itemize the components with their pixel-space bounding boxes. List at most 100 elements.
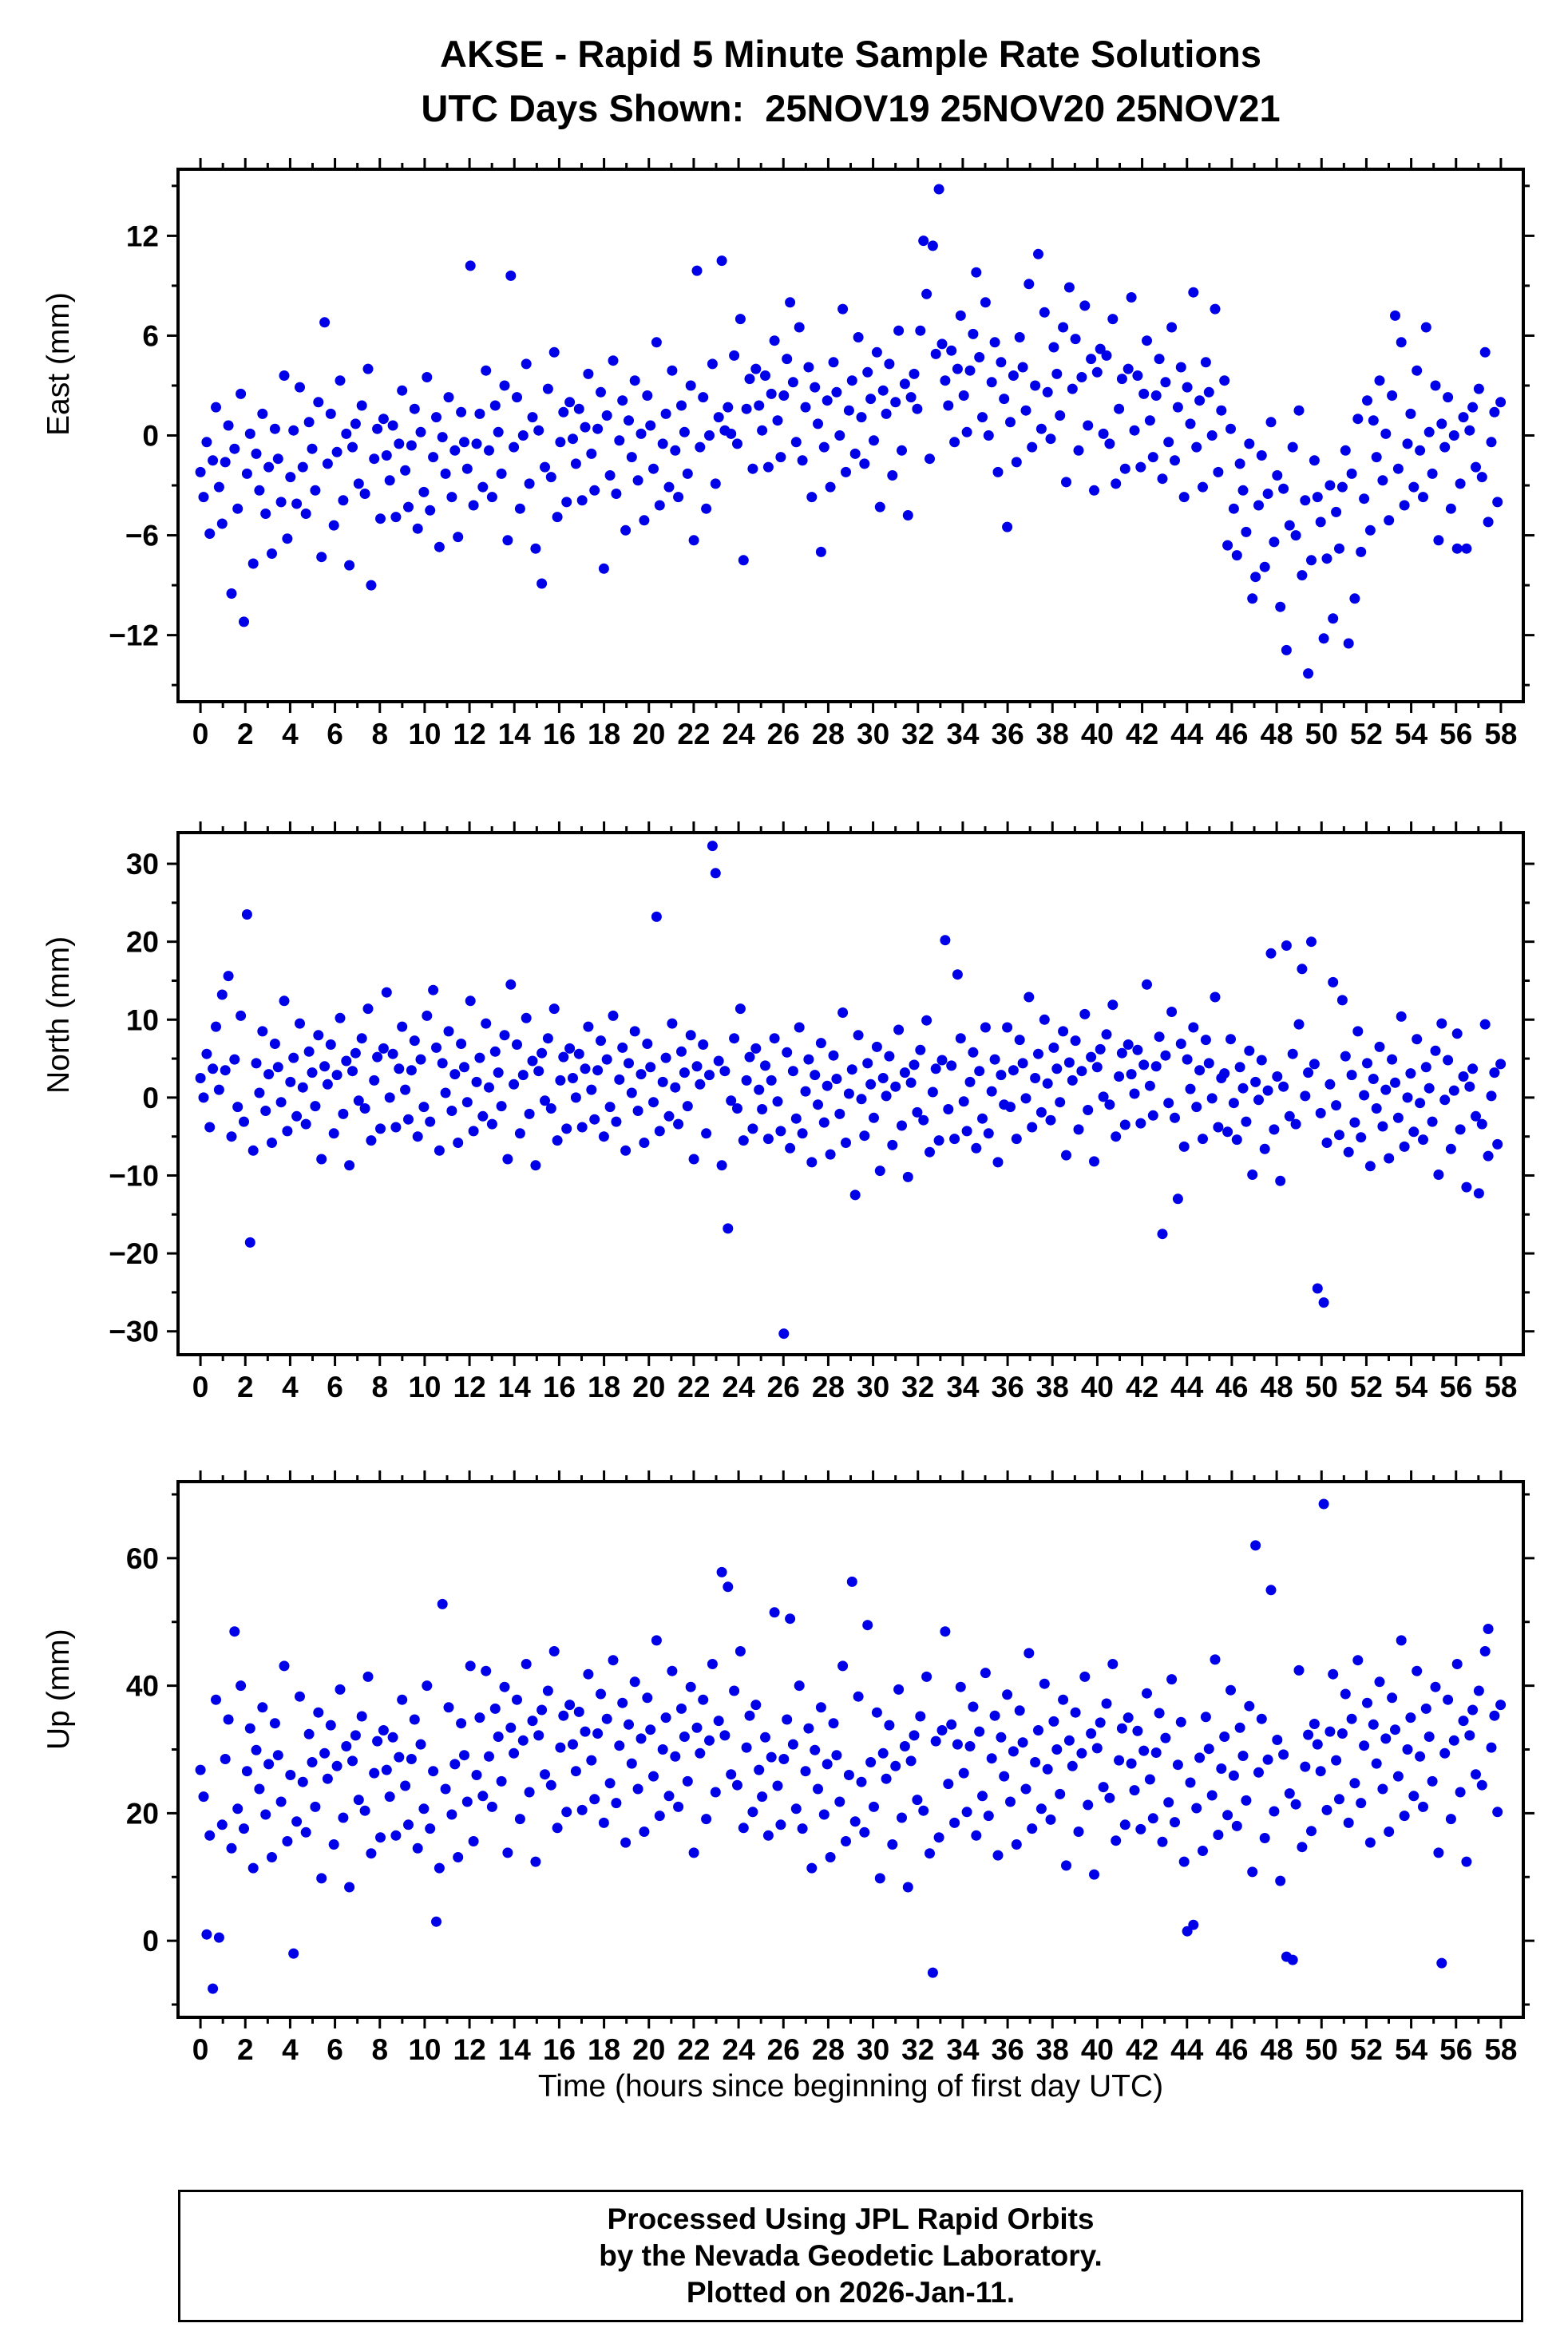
svg-text:58: 58 (1484, 2033, 1517, 2066)
svg-text:36: 36 (992, 2033, 1024, 2066)
svg-text:36: 36 (992, 1371, 1024, 1403)
svg-text:24: 24 (723, 718, 756, 750)
svg-text:26: 26 (767, 1371, 800, 1403)
svg-text:4: 4 (282, 2033, 299, 2066)
svg-text:20: 20 (632, 1371, 665, 1403)
svg-text:30: 30 (126, 848, 159, 881)
svg-text:18: 18 (588, 718, 620, 750)
svg-text:42: 42 (1126, 1371, 1158, 1403)
north-chart: 0 2 4 6 8 10 12 14 16 18 20 22 24 26 28 30 32 34 36 38 40 42 4… (109, 821, 1534, 1403)
svg-text:8: 8 (371, 2033, 388, 2066)
svg-text:48: 48 (1261, 1371, 1293, 1403)
page-subtitle: UTC Days Shown: 25NOV19 25NOV20 25NOV21 (421, 87, 1281, 129)
svg-text:40: 40 (126, 1670, 159, 1703)
svg-text:40: 40 (1081, 718, 1114, 750)
svg-text:38: 38 (1036, 718, 1069, 750)
svg-text:60: 60 (126, 1542, 159, 1575)
svg-text:18: 18 (588, 1371, 620, 1403)
svg-text:44: 44 (1170, 718, 1204, 750)
svg-text:34: 34 (946, 2033, 980, 2066)
svg-text:6: 6 (327, 718, 343, 750)
svg-text:6: 6 (142, 319, 159, 352)
x-axis-label: Time (hours since beginning of first day… (537, 2069, 1164, 2104)
svg-text:10: 10 (408, 718, 441, 750)
svg-text:36: 36 (992, 718, 1024, 750)
svg-text:38: 38 (1036, 1371, 1069, 1403)
svg-text:4: 4 (282, 1371, 299, 1403)
svg-text:40: 40 (1081, 1371, 1114, 1403)
svg-text:0: 0 (192, 718, 209, 750)
svg-text:0: 0 (142, 1082, 159, 1114)
svg-text:20: 20 (632, 718, 665, 750)
svg-text:−30: −30 (109, 1316, 159, 1348)
svg-text:34: 34 (946, 718, 980, 750)
svg-text:2: 2 (237, 1371, 254, 1403)
svg-text:38: 38 (1036, 2033, 1069, 2066)
svg-text:32: 32 (901, 718, 934, 750)
up-points (195, 1498, 1507, 1994)
svg-text:46: 46 (1215, 718, 1248, 750)
svg-text:20: 20 (126, 926, 159, 959)
svg-text:12: 12 (126, 220, 159, 252)
svg-text:32: 32 (901, 1371, 934, 1403)
svg-text:0: 0 (192, 2033, 209, 2066)
svg-text:32: 32 (901, 2033, 934, 2066)
svg-text:52: 52 (1350, 718, 1383, 750)
svg-text:30: 30 (857, 1371, 889, 1403)
svg-text:10: 10 (126, 1003, 159, 1036)
svg-text:56: 56 (1439, 718, 1472, 750)
north-points (195, 841, 1507, 1340)
svg-text:22: 22 (677, 2033, 710, 2066)
svg-text:24: 24 (723, 1371, 756, 1403)
svg-text:2: 2 (237, 2033, 254, 2066)
svg-text:18: 18 (588, 2033, 620, 2066)
east-points (195, 184, 1507, 679)
svg-text:28: 28 (812, 1371, 845, 1403)
svg-text:−6: −6 (125, 520, 159, 552)
up-chart: 0 2 4 6 8 10 12 14 16 18 20 22 24 26 28 30 32 34 36 38 40 42 4… (126, 1470, 1534, 2066)
svg-text:50: 50 (1305, 2033, 1338, 2066)
svg-text:54: 54 (1395, 718, 1428, 750)
east-chart: 0 2 4 6 8 10 12 14 16 18 20 22 24 26 28 30 32 34 36 38 40 42 4… (109, 158, 1534, 750)
svg-text:−20: −20 (109, 1237, 159, 1270)
svg-text:16: 16 (543, 1371, 576, 1403)
footer-line-1: Processed Using JPL Rapid Orbits (607, 2202, 1095, 2235)
svg-text:42: 42 (1126, 718, 1158, 750)
svg-text:2: 2 (237, 718, 254, 750)
svg-text:48: 48 (1261, 2033, 1293, 2066)
svg-text:46: 46 (1215, 1371, 1248, 1403)
svg-text:22: 22 (677, 718, 710, 750)
svg-text:8: 8 (371, 1371, 388, 1403)
svg-text:52: 52 (1350, 2033, 1383, 2066)
svg-text:58: 58 (1484, 718, 1517, 750)
svg-text:56: 56 (1439, 1371, 1472, 1403)
svg-text:42: 42 (1126, 2033, 1158, 2066)
footer-line-2: by the Nevada Geodetic Laboratory. (599, 2239, 1103, 2272)
svg-text:44: 44 (1170, 2033, 1204, 2066)
svg-text:20: 20 (632, 2033, 665, 2066)
svg-text:12: 12 (453, 1371, 486, 1403)
svg-text:40: 40 (1081, 2033, 1114, 2066)
svg-text:26: 26 (767, 2033, 800, 2066)
svg-text:8: 8 (371, 718, 388, 750)
svg-text:6: 6 (327, 2033, 343, 2066)
svg-text:52: 52 (1350, 1371, 1383, 1403)
svg-text:14: 14 (498, 1371, 532, 1403)
svg-text:12: 12 (453, 718, 486, 750)
svg-text:16: 16 (543, 2033, 576, 2066)
svg-text:0: 0 (192, 1371, 209, 1403)
svg-text:50: 50 (1305, 1371, 1338, 1403)
svg-text:−10: −10 (109, 1159, 159, 1192)
svg-text:58: 58 (1484, 1371, 1517, 1403)
svg-text:10: 10 (408, 2033, 441, 2066)
svg-text:16: 16 (543, 718, 576, 750)
svg-text:30: 30 (857, 2033, 889, 2066)
svg-text:28: 28 (812, 718, 845, 750)
svg-text:50: 50 (1305, 718, 1338, 750)
svg-text:−12: −12 (109, 619, 159, 652)
svg-text:10: 10 (408, 1371, 441, 1403)
svg-text:0: 0 (142, 1925, 159, 1957)
svg-text:14: 14 (498, 2033, 532, 2066)
page-title: AKSE - Rapid 5 Minute Sample Rate Soluti… (440, 33, 1261, 75)
